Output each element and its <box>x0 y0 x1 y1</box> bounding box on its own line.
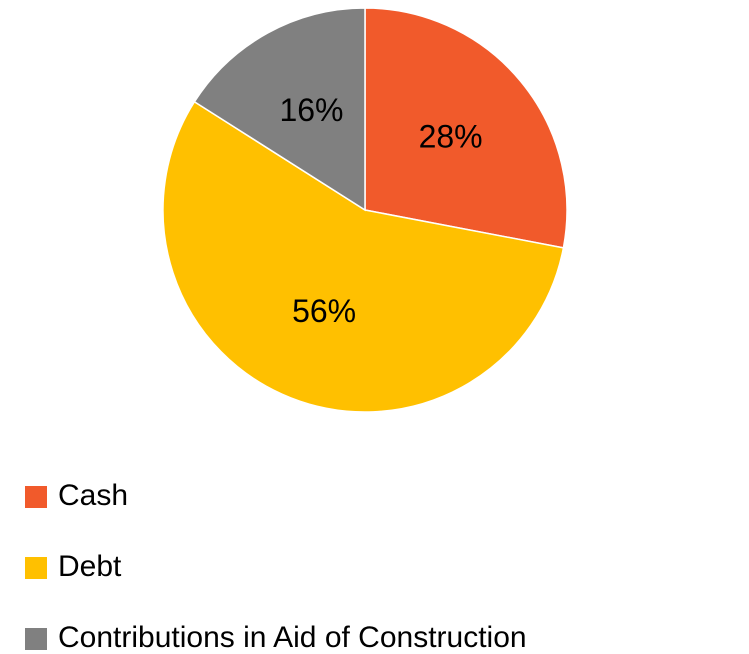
data-label: 56% <box>292 293 356 329</box>
pie-slice <box>364 7 568 249</box>
legend-label: Cash <box>58 479 128 512</box>
pie-slice <box>162 100 565 413</box>
legend-label: Contributions in Aid of Construction <box>58 621 527 654</box>
legend-swatch <box>25 557 47 579</box>
legend-swatch <box>25 486 47 508</box>
data-label: 28% <box>419 119 483 155</box>
pie-slice <box>193 7 366 212</box>
legend-swatch <box>25 628 47 650</box>
legend-label: Debt <box>58 550 122 583</box>
data-label: 16% <box>279 92 343 128</box>
